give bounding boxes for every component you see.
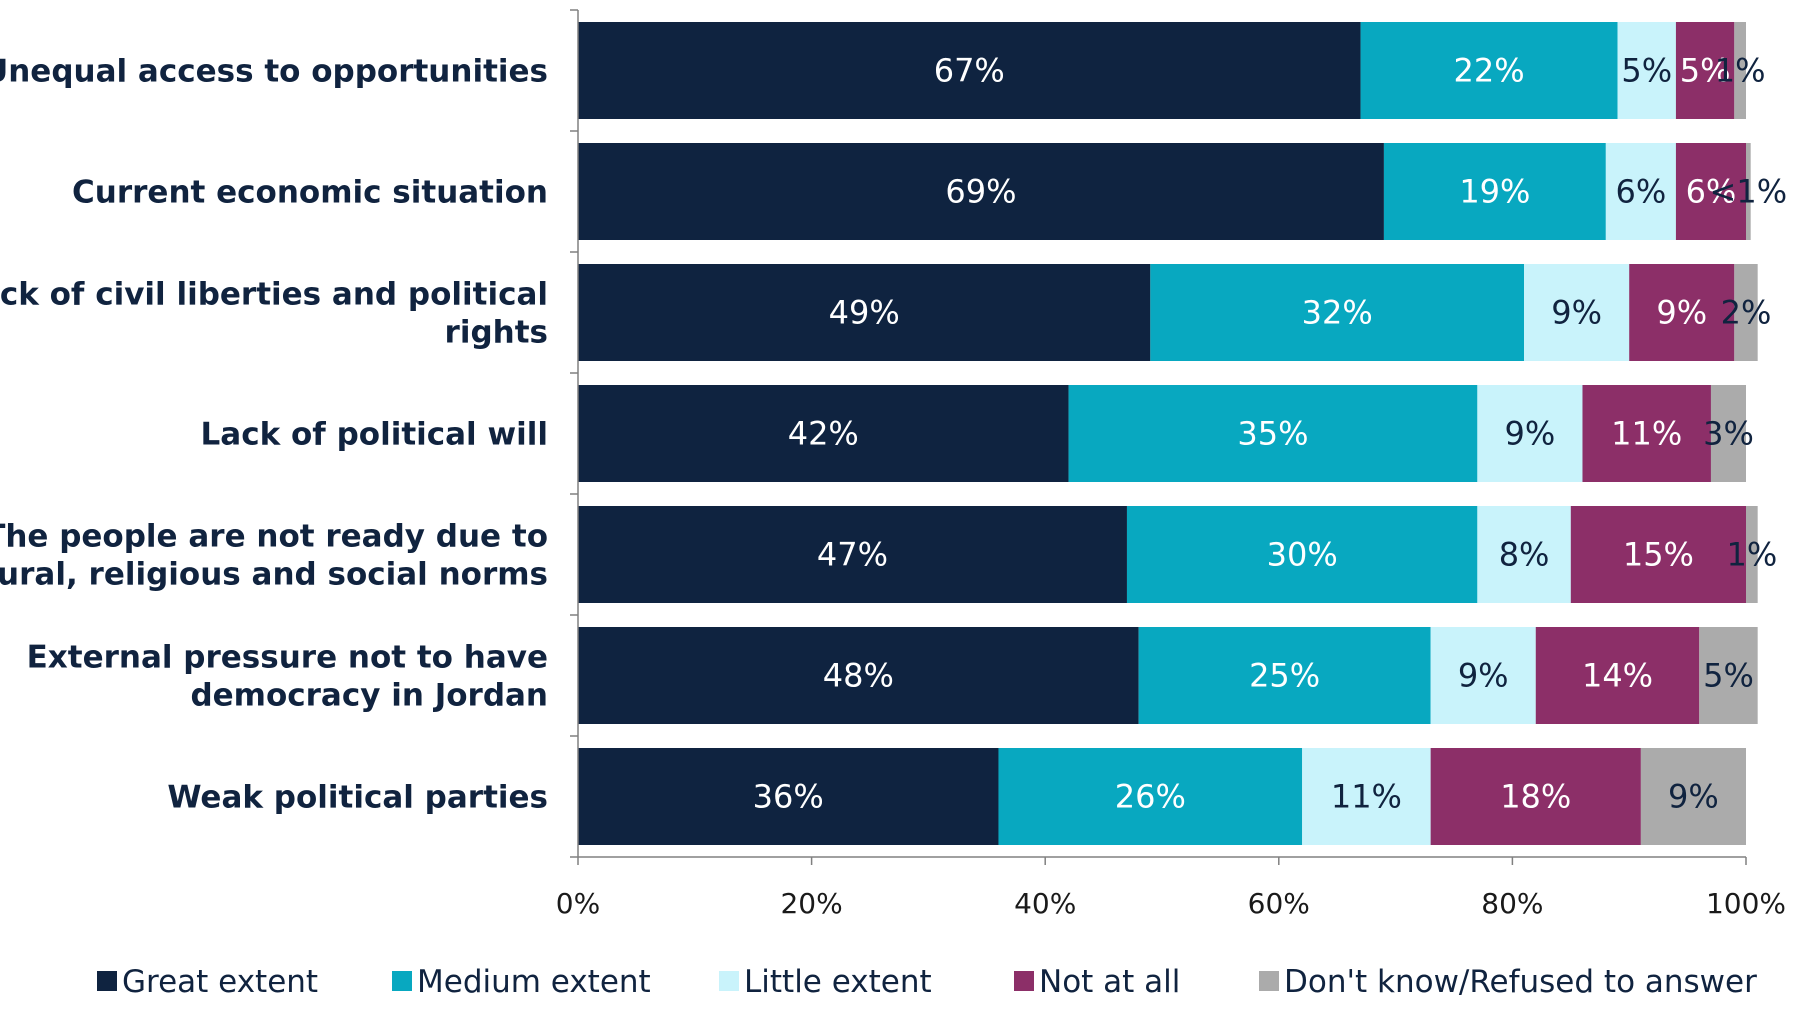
bar-segment [1629,264,1735,361]
bar-value-label: 9% [1551,294,1602,332]
bar-value-label: 14% [1582,657,1653,695]
bar-segment [1710,385,1746,482]
bar-segment [998,748,1303,845]
category-label: Lack of political will [201,417,548,453]
bar-value-label: 9% [1668,778,1719,816]
bar-segment [1699,627,1758,724]
bar-segment [1430,748,1641,845]
bar-value-label: 35% [1237,415,1308,453]
bar-value-label: 48% [823,657,894,695]
bar-value-label: 18% [1500,778,1571,816]
x-tick-label: 80% [1481,887,1543,920]
legend-label: Medium extent [417,964,651,1000]
bar-segment [1617,22,1676,119]
bar-segment [1477,506,1571,603]
bar-segment [1138,627,1431,724]
bar-segment [1126,506,1478,603]
bar-segment [578,506,1127,603]
bar-value-label: 47% [817,536,888,574]
category-label: Weak political parties [167,780,548,816]
legend-swatch [1259,971,1279,991]
legend-swatch [719,971,739,991]
legend-label: Don't know/Refused to answer [1284,964,1757,1000]
legend-label: Not at all [1039,964,1180,1000]
bar-value-label: 6% [1686,173,1737,211]
bar-segment [1430,627,1536,724]
bar-value-label: 49% [829,294,900,332]
x-tick-label: 0% [556,887,600,920]
category-label: Lack of civil liberties and political rig… [0,277,548,351]
legend-label: Little extent [744,964,932,1000]
category-label: Unequal access to opportunities [0,54,548,90]
bar-value-label: 15% [1623,536,1694,574]
bar-value-label: 3% [1703,415,1754,453]
bar-value-label: 11% [1611,415,1682,453]
category-label: External pressure not to have democracy i… [27,640,548,714]
bar-value-label: 9% [1656,294,1707,332]
bar-segment [578,748,999,845]
bar-segment [1068,385,1478,482]
bar-value-label: 22% [1453,52,1524,90]
x-tick-label: 60% [1248,887,1310,920]
bar-segment [1746,506,1758,603]
bar-value-label: 9% [1505,415,1556,453]
bar-segment [1150,264,1525,361]
bar-value-label: 36% [753,778,824,816]
bar-value-label: 8% [1499,536,1550,574]
bar-segment [578,22,1361,119]
bar-value-label: 5% [1703,657,1754,695]
bar-segment [1477,385,1583,482]
bar-value-label: 9% [1458,657,1509,695]
bar-value-label: 1% [1726,536,1777,574]
bar-segment [1734,22,1746,119]
bar-value-label: 30% [1267,536,1338,574]
bar-segment [1675,22,1735,119]
bar-value-label: 6% [1615,173,1666,211]
legend-swatch [1014,971,1034,991]
bar-segment [1582,385,1711,482]
bar-value-label: 25% [1249,657,1320,695]
bar-value-label: 5% [1621,52,1672,90]
bar-value-label: 2% [1721,294,1772,332]
category-label: Current economic situation [72,175,548,211]
bar-segment [1360,22,1618,119]
bar-value-label: <1% [1710,173,1788,211]
legend-swatch [97,971,117,991]
bar-segment [1675,143,1746,240]
bar-value-label: 32% [1302,294,1373,332]
bar-segment [1640,748,1746,845]
bar-value-label: 26% [1115,778,1186,816]
bar-value-label: 5% [1680,52,1731,90]
x-tick-label: 20% [780,887,842,920]
bar-segment [1605,143,1676,240]
bar-segment [578,264,1151,361]
bar-value-label: 69% [945,173,1016,211]
bar-value-label: 67% [934,52,1005,90]
bar-segment [578,627,1139,724]
bar-value-label: 11% [1331,778,1402,816]
bar-segment [1302,748,1431,845]
legend-swatch [392,971,412,991]
bar-segment [578,385,1069,482]
bar-value-label: 1% [1715,52,1766,90]
bar-segment [1746,143,1751,240]
bar-segment [1535,627,1700,724]
bar-segment [1383,143,1606,240]
bar-segment [1570,506,1746,603]
x-tick-label: 100% [1706,887,1786,920]
category-label: The people are not ready due tocultural,… [0,519,548,593]
bar-value-label: 42% [788,415,859,453]
bar-segment [578,143,1384,240]
bar-segment [1524,264,1630,361]
bar-value-label: 19% [1459,173,1530,211]
x-tick-label: 40% [1014,887,1076,920]
legend-label: Great extent [122,964,318,1000]
bar-segment [1734,264,1758,361]
